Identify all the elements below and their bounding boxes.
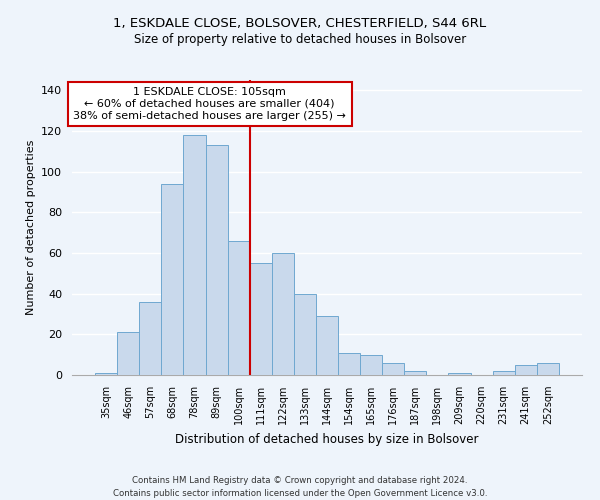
- Text: Contains HM Land Registry data © Crown copyright and database right 2024.
Contai: Contains HM Land Registry data © Crown c…: [113, 476, 487, 498]
- Bar: [95, 373, 117, 375]
- X-axis label: Distribution of detached houses by size in Bolsover: Distribution of detached houses by size …: [175, 432, 479, 446]
- Y-axis label: Number of detached properties: Number of detached properties: [26, 140, 35, 315]
- Bar: [493, 371, 515, 375]
- Text: 1, ESKDALE CLOSE, BOLSOVER, CHESTERFIELD, S44 6RL: 1, ESKDALE CLOSE, BOLSOVER, CHESTERFIELD…: [113, 18, 487, 30]
- Bar: [338, 352, 360, 375]
- Bar: [117, 332, 139, 375]
- Bar: [184, 135, 206, 375]
- Text: 1 ESKDALE CLOSE: 105sqm
← 60% of detached houses are smaller (404)
38% of semi-d: 1 ESKDALE CLOSE: 105sqm ← 60% of detache…: [73, 88, 346, 120]
- Bar: [206, 145, 227, 375]
- Bar: [537, 363, 559, 375]
- Bar: [272, 253, 294, 375]
- Bar: [404, 371, 427, 375]
- Text: Size of property relative to detached houses in Bolsover: Size of property relative to detached ho…: [134, 32, 466, 46]
- Bar: [360, 354, 382, 375]
- Bar: [448, 373, 470, 375]
- Bar: [161, 184, 184, 375]
- Bar: [515, 365, 537, 375]
- Bar: [382, 363, 404, 375]
- Bar: [227, 240, 250, 375]
- Bar: [139, 302, 161, 375]
- Bar: [316, 316, 338, 375]
- Bar: [294, 294, 316, 375]
- Bar: [250, 263, 272, 375]
